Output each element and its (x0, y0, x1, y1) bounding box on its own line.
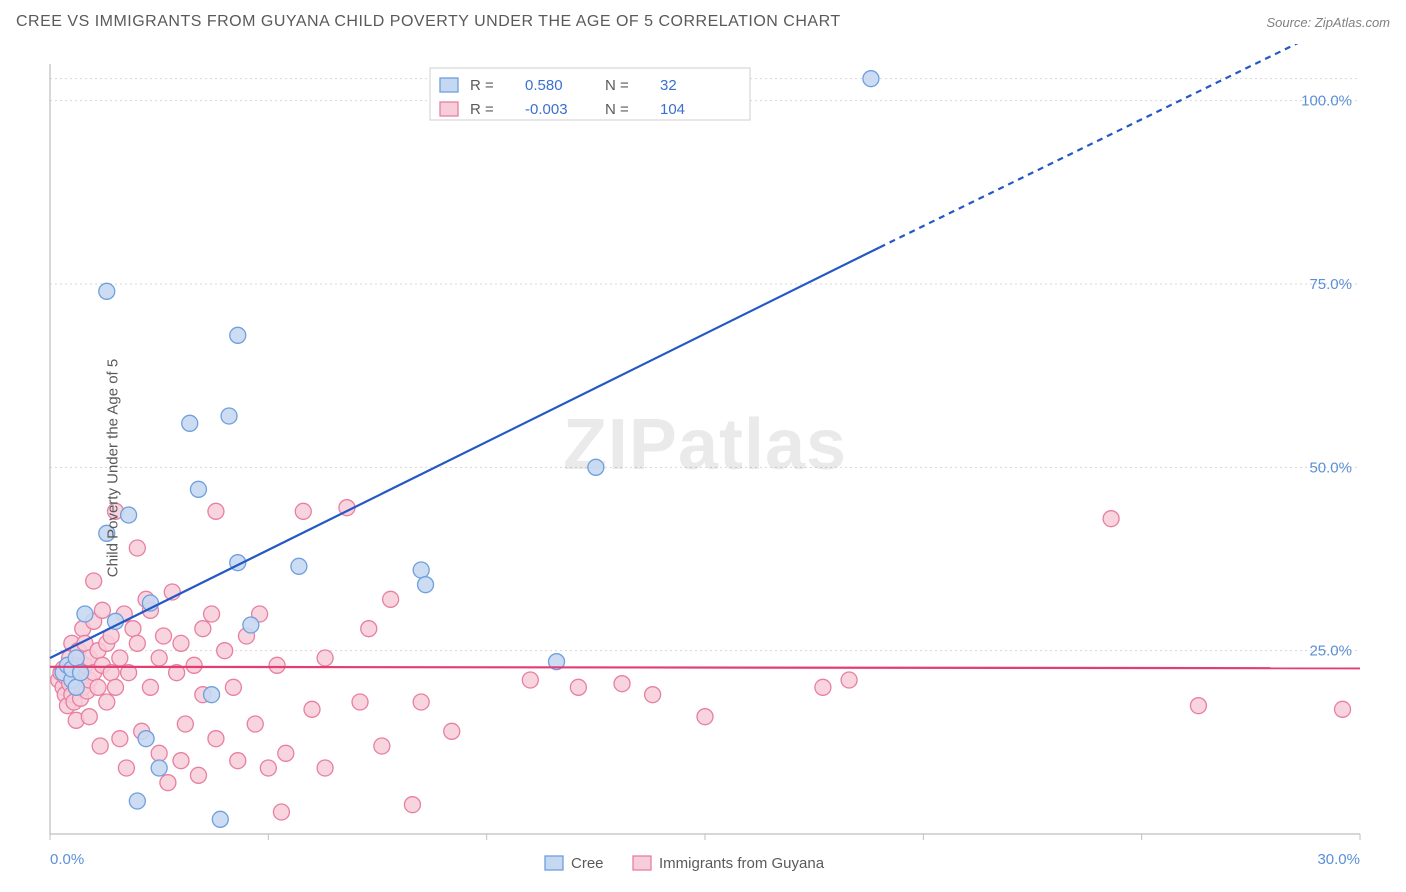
svg-text:25.0%: 25.0% (1309, 643, 1352, 660)
svg-text:R =: R = (470, 101, 494, 118)
scatter-chart: ZIPatlas 25.0% 50.0% 75.0% 100.0% 0.0% 30.0% R … (0, 44, 1406, 892)
chart-header: CREE VS IMMIGRANTS FROM GUYANA CHILD POV… (0, 0, 1406, 44)
chart-area: Child Poverty Under the Age of 5 ZIPatla… (0, 44, 1406, 892)
svg-text:100.0%: 100.0% (1301, 93, 1352, 110)
source-label: Source: ZipAtlas.com (1266, 15, 1390, 30)
svg-text:N =: N = (605, 101, 629, 118)
svg-text:104: 104 (660, 101, 685, 118)
svg-text:Immigrants from Guyana: Immigrants from Guyana (659, 855, 825, 872)
svg-text:N =: N = (605, 77, 629, 94)
svg-text:32: 32 (660, 77, 677, 94)
svg-text:ZIPatlas: ZIPatlas (563, 405, 847, 485)
y-axis-label: Child Poverty Under the Age of 5 (105, 359, 122, 577)
svg-text:75.0%: 75.0% (1309, 276, 1352, 293)
svg-text:R =: R = (470, 77, 494, 94)
chart-title: CREE VS IMMIGRANTS FROM GUYANA CHILD POV… (16, 13, 841, 31)
svg-text:0.0%: 0.0% (50, 851, 84, 868)
svg-text:-0.003: -0.003 (525, 101, 568, 118)
svg-text:0.580: 0.580 (525, 77, 563, 94)
svg-text:Cree: Cree (571, 855, 604, 872)
svg-text:50.0%: 50.0% (1309, 459, 1352, 476)
svg-text:30.0%: 30.0% (1317, 851, 1360, 868)
